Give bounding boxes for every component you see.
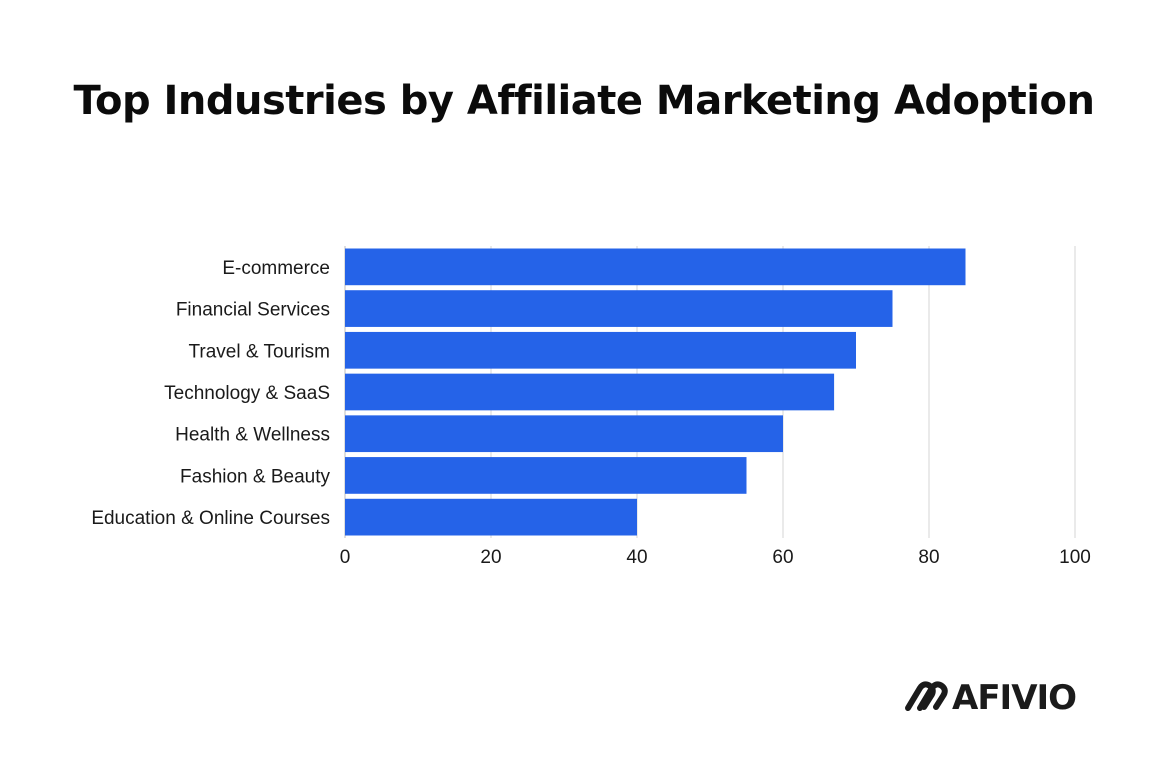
bar bbox=[345, 290, 893, 327]
brand-logo: AFIVIO bbox=[902, 676, 1077, 720]
bars bbox=[345, 248, 966, 536]
x-tick-labels: 0 20 40 60 80 100 bbox=[340, 547, 1091, 568]
category-label: Technology & SaaS bbox=[164, 383, 330, 404]
afivio-logo-icon bbox=[905, 681, 948, 711]
bar bbox=[345, 248, 966, 286]
bar bbox=[345, 457, 747, 494]
x-tick-label: 80 bbox=[918, 547, 939, 568]
chart-title: Top Industries by Affiliate Marketing Ad… bbox=[73, 78, 1095, 124]
category-label: Fashion & Beauty bbox=[180, 466, 330, 487]
x-tick-label: 40 bbox=[626, 547, 647, 568]
brand-name: AFIVIO bbox=[952, 678, 1077, 718]
bar bbox=[345, 415, 783, 453]
category-label: Travel & Tourism bbox=[189, 341, 330, 362]
category-label: E-commerce bbox=[222, 258, 330, 279]
category-label: Financial Services bbox=[176, 300, 330, 321]
category-labels: E-commerce Financial Services Travel & Tou… bbox=[91, 258, 330, 529]
bar bbox=[345, 331, 856, 369]
x-tick-label: 0 bbox=[340, 547, 351, 568]
category-label: Education & Online Courses bbox=[91, 508, 330, 529]
x-tick-label: 100 bbox=[1059, 547, 1091, 568]
x-tick-label: 60 bbox=[772, 547, 793, 568]
category-label: Health & Wellness bbox=[175, 425, 330, 446]
bar bbox=[345, 373, 835, 411]
x-tick-label: 20 bbox=[480, 547, 501, 568]
bar bbox=[345, 498, 637, 536]
